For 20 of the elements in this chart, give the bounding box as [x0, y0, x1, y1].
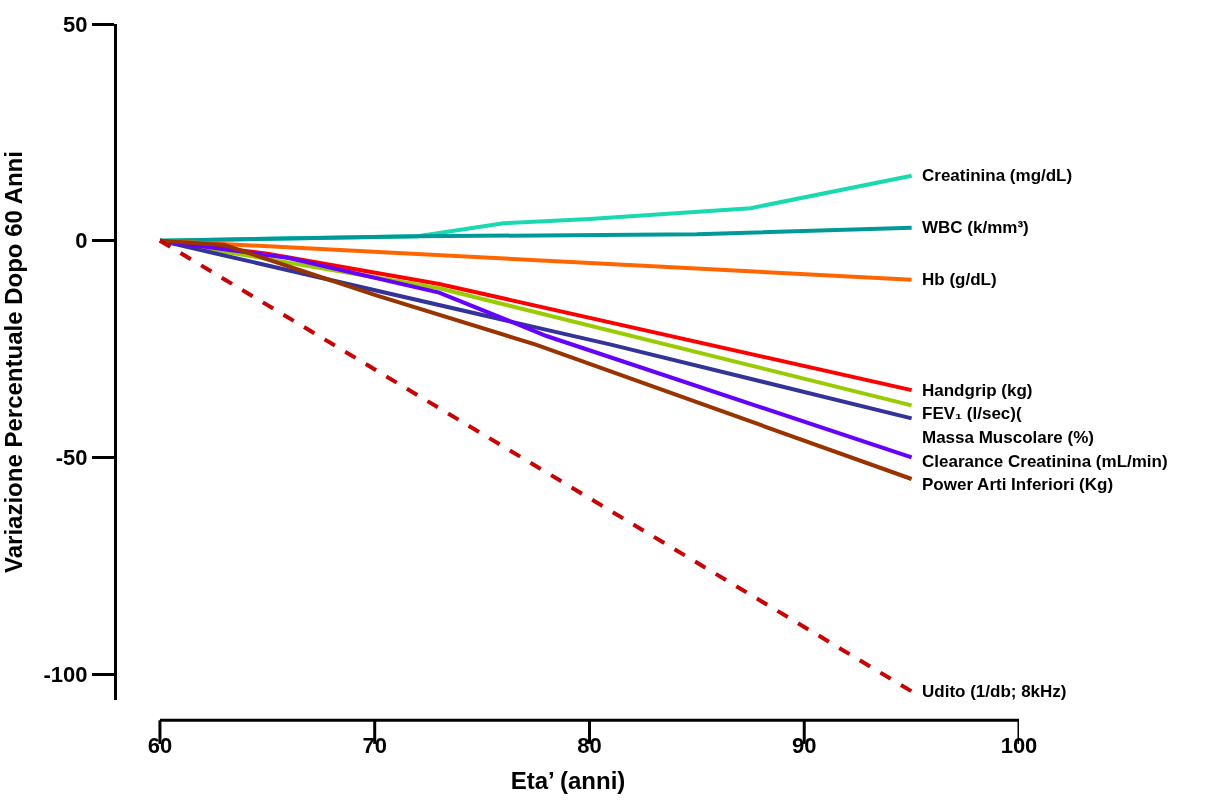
series-label: Power Arti Inferiori (Kg) — [922, 475, 1114, 494]
x-tick-label: 100 — [1000, 733, 1038, 758]
series-label: Handgrip (kg) — [922, 381, 1033, 400]
y-tick-label: 0 — [75, 228, 88, 254]
x-tick-label: 80 — [577, 733, 602, 758]
series-label: FEV₁ (l/sec)( — [922, 404, 1022, 423]
x-tick-label: 90 — [792, 733, 817, 758]
y-tick-label: -50 — [55, 445, 88, 471]
series-label: Massa Muscolare (%) — [922, 428, 1094, 447]
x-tick-label: 60 — [147, 733, 173, 758]
series-label: Hb (g/dL) — [922, 270, 997, 289]
x-tick-label: 70 — [362, 733, 387, 758]
y-axis-title: Variazione Percentuale Dopo 60 Anni — [0, 151, 27, 573]
series-label: WBC (k/mm³) — [922, 218, 1029, 237]
y-tick-label: -100 — [43, 661, 88, 687]
series-label: Clearance Creatinina (mL/min) — [922, 452, 1168, 471]
x-axis-title: Eta’ (anni) — [510, 767, 626, 795]
series-label: Creatinina (mg/dL) — [922, 166, 1073, 185]
y-tick-label: 50 — [63, 11, 88, 37]
series-label: Udito (1/db; 8kHz) — [922, 682, 1067, 701]
